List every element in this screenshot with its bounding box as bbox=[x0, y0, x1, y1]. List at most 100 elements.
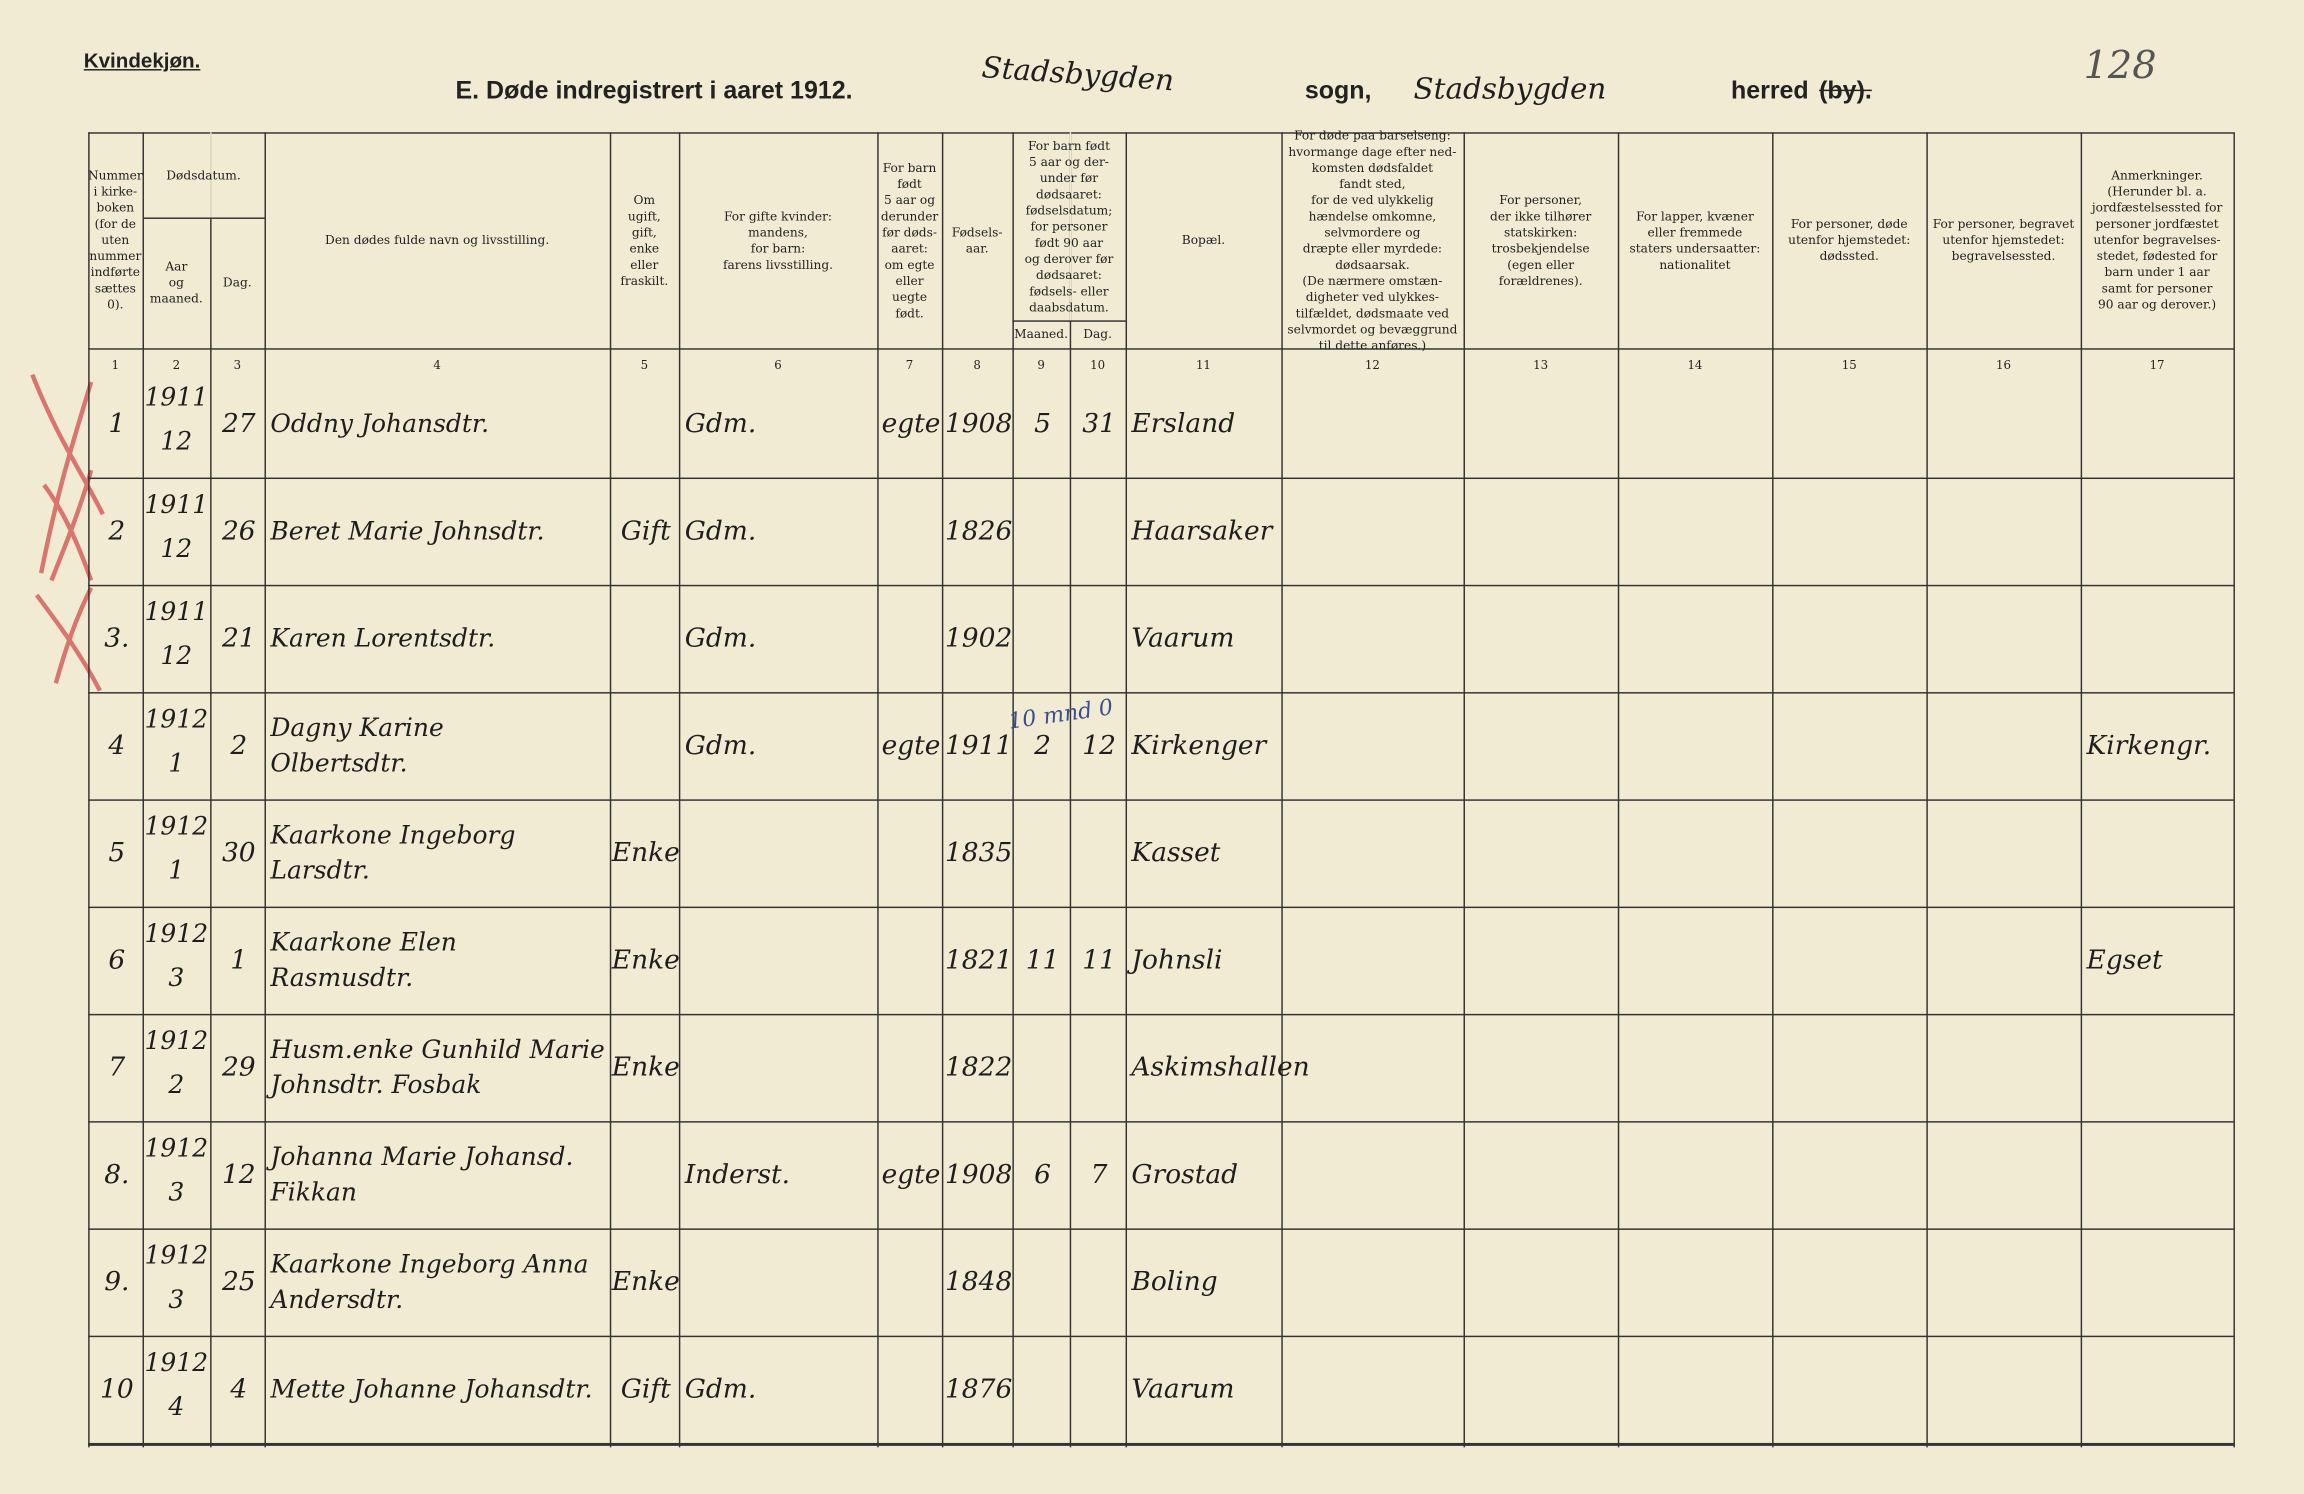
column-header: For personer, der ikke tilhører statskir… bbox=[1490, 191, 1592, 288]
legit: egte bbox=[881, 407, 941, 439]
birth-year: 1911 bbox=[944, 729, 1013, 761]
death-year: 1912 bbox=[144, 1134, 209, 1164]
no: 8. bbox=[104, 1158, 130, 1190]
group-rule bbox=[142, 217, 265, 219]
father: Gdm. bbox=[684, 407, 757, 439]
group-rule-top bbox=[1069, 132, 1072, 321]
column-header: For personer, døde utenfor hjemstedet: d… bbox=[1788, 216, 1911, 264]
group-header: Dødsdatum. bbox=[166, 166, 241, 182]
no: 7 bbox=[108, 1051, 126, 1083]
column-rule bbox=[88, 132, 90, 1448]
birth-year: 1908 bbox=[944, 1158, 1013, 1190]
column-header: Maaned. bbox=[1014, 326, 1068, 341]
column-number: 15 bbox=[1841, 358, 1857, 372]
name: Karen Lorentsdtr. bbox=[270, 623, 496, 654]
row-rule bbox=[88, 477, 2234, 480]
death-month: 3 bbox=[168, 1285, 185, 1316]
column-number: 12 bbox=[1364, 358, 1380, 372]
district-struck: (by). bbox=[1819, 76, 1872, 105]
district-handwritten: Stadsbygden bbox=[1413, 70, 1607, 106]
name: Kaarkone Elen Rasmusdtr. bbox=[270, 927, 457, 993]
row-rule bbox=[88, 1228, 2234, 1230]
death-month: 2 bbox=[168, 1071, 185, 1101]
row-rule bbox=[88, 1335, 2234, 1338]
status: Enke bbox=[611, 944, 680, 975]
day: 26 bbox=[221, 515, 256, 546]
column-header: For personer, begravet utenfor hjemstede… bbox=[1932, 216, 2075, 264]
row-rule bbox=[88, 692, 2234, 694]
father: Gdm. bbox=[684, 729, 757, 761]
death-month: 12 bbox=[160, 642, 193, 672]
district-label: herred bbox=[1730, 76, 1809, 105]
column-header: For døde paa barselseng: hvormange dage … bbox=[1287, 127, 1458, 352]
death-year: 1911 bbox=[144, 490, 209, 521]
column-rule bbox=[142, 132, 145, 1448]
name: Johanna Marie Johansd. Fikkan bbox=[270, 1142, 574, 1208]
column-header: Den dødes fulde navn og livsstilling. bbox=[325, 232, 550, 247]
day: 25 bbox=[221, 1265, 256, 1297]
column-number: 10 bbox=[1090, 358, 1106, 372]
column-rule bbox=[264, 132, 266, 1448]
b-day: 12 bbox=[1082, 729, 1116, 761]
column-number: 5 bbox=[640, 358, 649, 372]
no: 9. bbox=[104, 1265, 130, 1297]
column-header: Fødsels- aar. bbox=[951, 224, 1003, 255]
birth-year: 1835 bbox=[944, 836, 1013, 868]
no: 4 bbox=[108, 729, 126, 761]
row-rule bbox=[88, 799, 2234, 801]
group-header: For barn født 5 aar og der- under før dø… bbox=[1024, 137, 1114, 314]
column-rule bbox=[1125, 132, 1128, 1448]
column-header: For gifte kvinder: mandens, for barn: fa… bbox=[723, 207, 834, 272]
day: 27 bbox=[221, 407, 256, 439]
column-rule bbox=[1772, 132, 1774, 1448]
column-number: 14 bbox=[1687, 358, 1703, 372]
status: Enke bbox=[611, 836, 680, 868]
legit: egte bbox=[881, 729, 941, 761]
residence: Askimshallen bbox=[1131, 1051, 1310, 1083]
column-header: Aar og maaned. bbox=[149, 258, 203, 306]
group-rule bbox=[1012, 320, 1126, 322]
death-year: 1912 bbox=[144, 705, 209, 735]
row-rule bbox=[88, 584, 2234, 587]
death-year: 1912 bbox=[144, 812, 209, 842]
column-number: 8 bbox=[973, 358, 981, 372]
b-month: 11 bbox=[1025, 944, 1060, 975]
father: Gdm. bbox=[684, 622, 757, 654]
column-rule bbox=[678, 132, 681, 1448]
column-header: Om ugift, gift, enke eller fraskilt. bbox=[620, 191, 669, 288]
death-month: 3 bbox=[168, 1178, 185, 1208]
header-rule bbox=[88, 348, 2234, 350]
parish-label: sogn, bbox=[1304, 76, 1372, 105]
no: 6 bbox=[108, 944, 126, 975]
birth-year: 1902 bbox=[944, 622, 1013, 654]
day: 12 bbox=[221, 1158, 256, 1190]
residence: Vaarum bbox=[1131, 622, 1235, 654]
day: 4 bbox=[230, 1373, 248, 1405]
birth-year: 1822 bbox=[944, 1051, 1013, 1083]
father: Gdm. bbox=[684, 1373, 757, 1405]
page-number: 128 bbox=[2083, 44, 2157, 89]
residence: Grostad bbox=[1131, 1158, 1239, 1190]
status: Gift bbox=[620, 1373, 671, 1405]
b-day: 11 bbox=[1082, 944, 1116, 975]
residence: Kirkenger bbox=[1131, 729, 1267, 761]
header-rule bbox=[88, 132, 2234, 134]
death-month: 4 bbox=[168, 1392, 185, 1423]
column-number: 1 bbox=[111, 358, 120, 372]
column-rule bbox=[210, 132, 212, 1448]
residence: Johnsli bbox=[1131, 944, 1223, 975]
name: Kaarkone Ingeborg Larsdtr. bbox=[270, 820, 516, 886]
name: Husm.enke Gunhild Marie Johnsdtr. Fosbak bbox=[270, 1035, 605, 1100]
b-day: 7 bbox=[1090, 1158, 1108, 1190]
row-rule bbox=[88, 1121, 2234, 1123]
remarks: Kirkengr. bbox=[2086, 729, 2212, 761]
death-month: 3 bbox=[168, 963, 185, 994]
status: Enke bbox=[611, 1051, 680, 1083]
b-day: 31 bbox=[1082, 407, 1116, 439]
death-year: 1911 bbox=[144, 598, 209, 628]
title: E. Døde indregistrert i aaret 1912. bbox=[455, 76, 853, 105]
column-header: Nummer i kirke- boken (for de uten numme… bbox=[88, 167, 143, 312]
birth-year: 1848 bbox=[944, 1265, 1013, 1297]
